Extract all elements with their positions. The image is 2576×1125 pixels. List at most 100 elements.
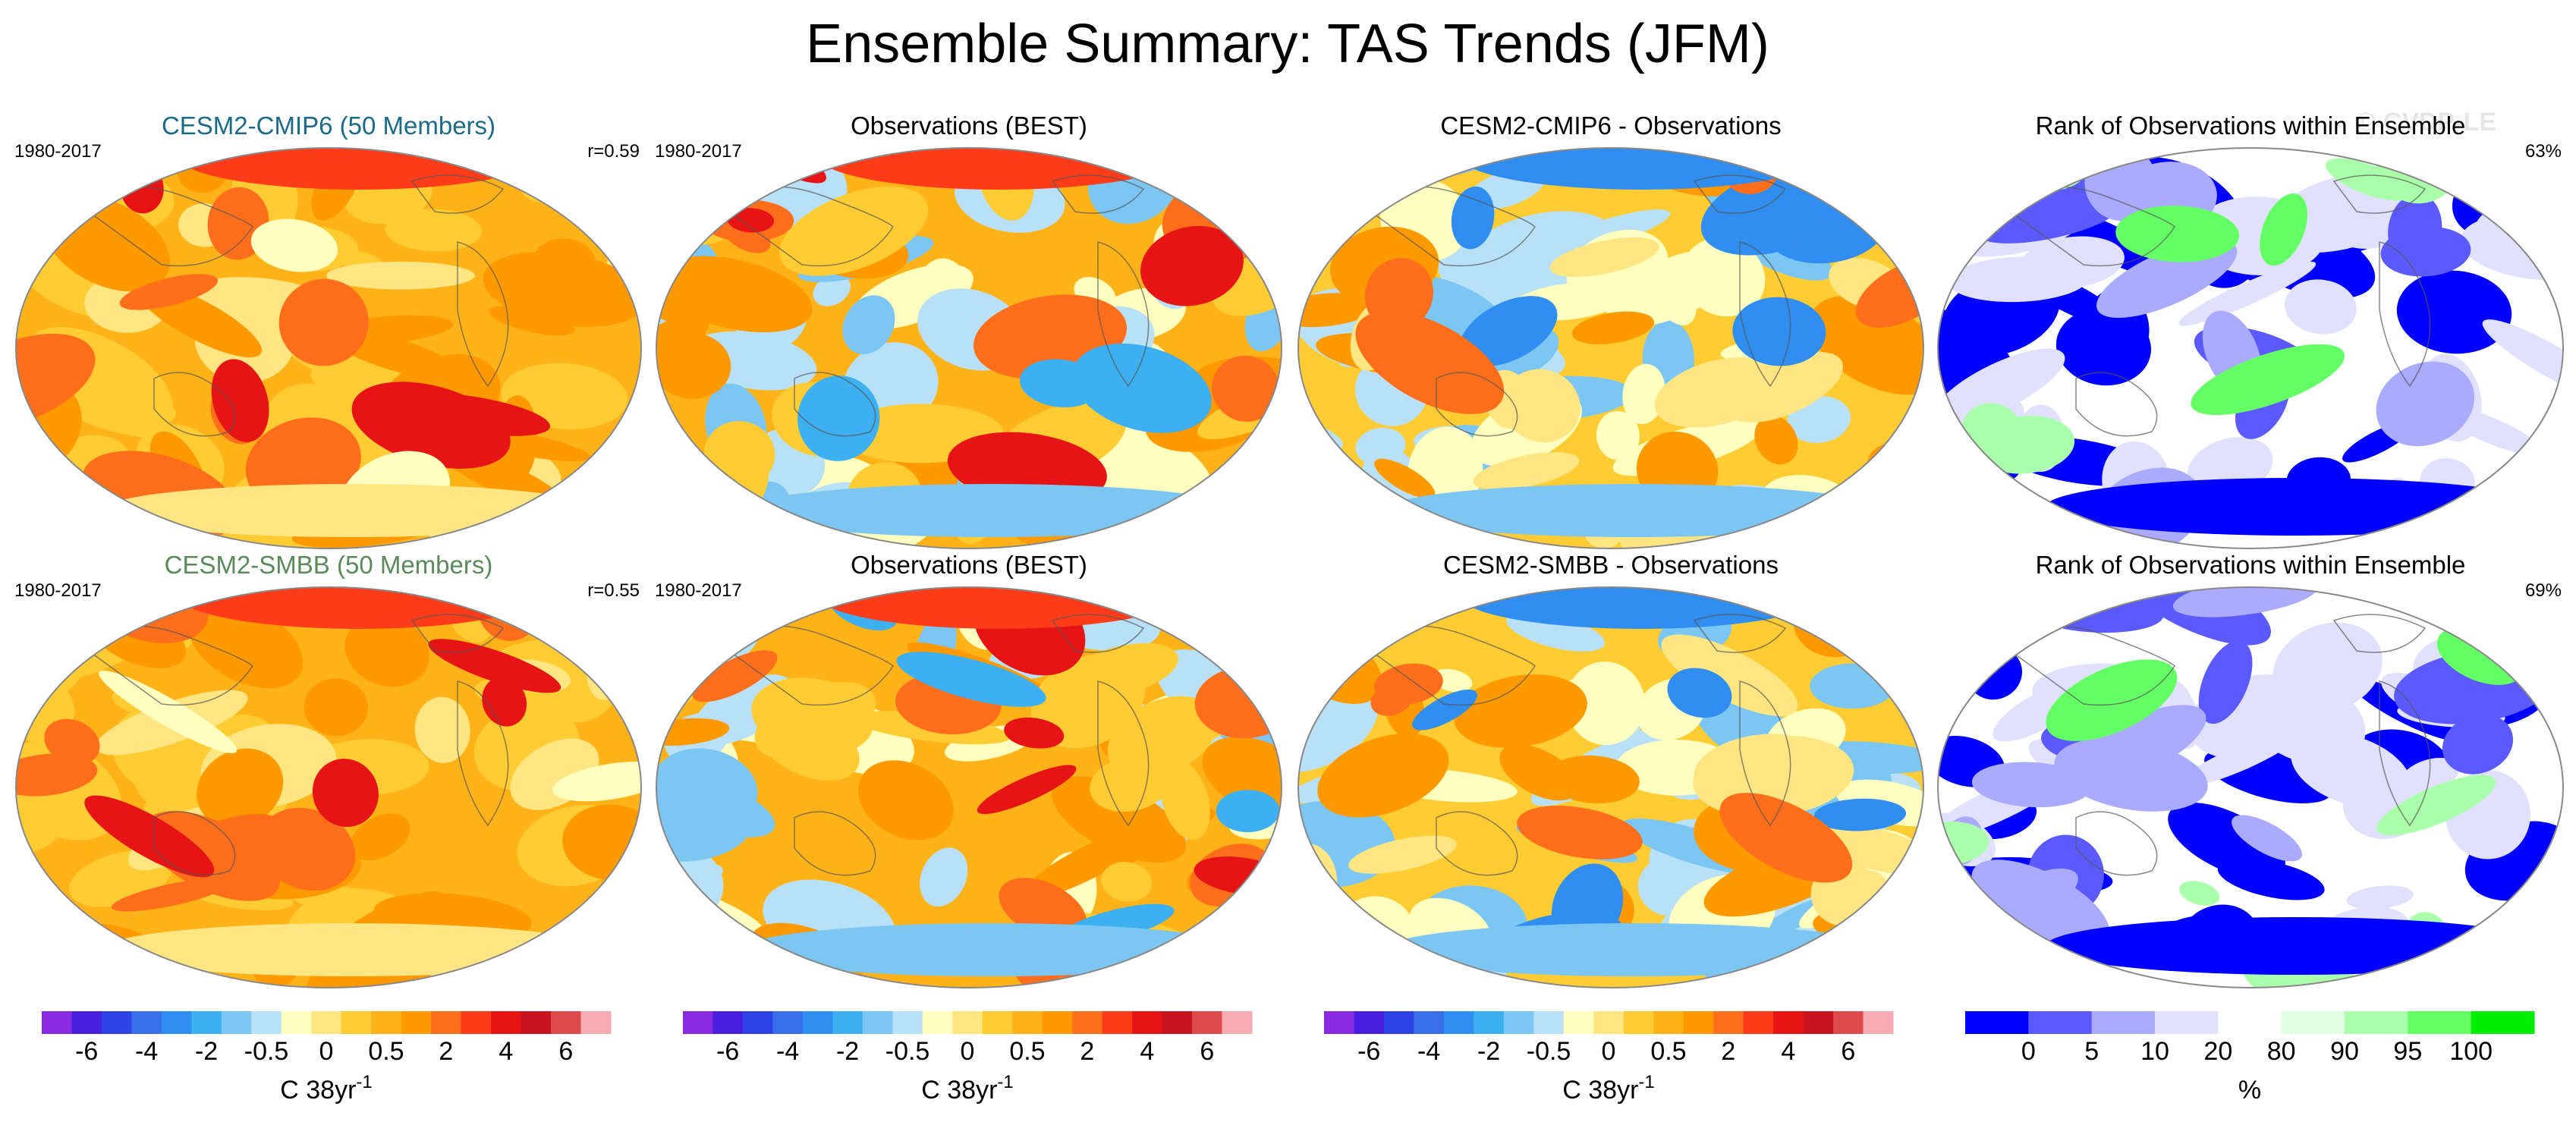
trend-colorbar-3-tick-label: -0.5 — [1527, 1037, 1571, 1066]
trend-colorbar-1-swatch — [251, 1011, 282, 1034]
trend-colorbar-3-swatch — [1324, 1011, 1354, 1034]
trend-colorbar-1-swatch — [221, 1011, 252, 1034]
trend-colorbar-1-tick-label: 2 — [439, 1037, 453, 1066]
model-1-trend-stat-label: r=0.59 — [587, 141, 640, 162]
model-1-trend-title: CESM2-CMIP6 (50 Members) — [162, 112, 495, 140]
obs-2-trend-panel: Observations (BEST) 1980-2017 — [655, 551, 1282, 988]
model-2-trend-period-label: 1980-2017 — [14, 580, 102, 601]
trend-colorbar-1-swatch — [580, 1011, 612, 1034]
rank-colorbar-swatch — [2028, 1011, 2093, 1034]
trend-colorbar-2-swatch — [772, 1011, 804, 1034]
rank-colorbar-swatch — [2281, 1011, 2345, 1034]
diff-2-panel: CESM2-SMBB - Observations — [1297, 551, 1924, 988]
trend-colorbar-2-swatch — [802, 1011, 833, 1034]
model-1-trend-panel: CESM2-CMIP6 (50 Members) 1980-2017 r=0.59 — [14, 112, 642, 549]
model-2-trend-map — [16, 587, 641, 988]
diff-1-panel: CESM2-CMIP6 - Observations — [1297, 112, 1924, 549]
trend-colorbar-3-swatch — [1533, 1011, 1565, 1034]
trend-colorbar-3-tick-label: -4 — [1417, 1037, 1440, 1066]
obs-1-trend-panel: Observations (BEST) 1980-2017 — [655, 112, 1282, 549]
trend-colorbar-2-swatch — [1012, 1011, 1043, 1034]
trend-colorbar-1-swatch — [371, 1011, 402, 1034]
rank-colorbar-tick-label: 10 — [2140, 1037, 2169, 1066]
trend-colorbar-1-tick-label: 6 — [558, 1037, 573, 1066]
trend-colorbar-1-swatch — [71, 1011, 102, 1034]
trend-colorbar-3-swatch — [1683, 1011, 1714, 1034]
trend-colorbar-2-swatch — [1192, 1011, 1223, 1034]
trend-colorbar-3-tick-label: -6 — [1357, 1037, 1380, 1066]
model-1-trend-period-label: 1980-2017 — [14, 141, 102, 162]
rank-colorbar: 0 5 10 20 80 90 95 100% — [1965, 1011, 2535, 1105]
trend-colorbar-1-tick-label: -4 — [135, 1037, 158, 1066]
trend-colorbar-2-swatch — [1132, 1011, 1163, 1034]
trend-colorbar-2-tick-label: -6 — [716, 1037, 739, 1066]
rank-colorbar-tick-label: 100 — [2449, 1037, 2493, 1066]
trend-colorbar-1-swatch — [161, 1011, 192, 1034]
trend-colorbar-2-tick-label: 2 — [1080, 1037, 1094, 1066]
trend-colorbar-2-tick-label: -2 — [836, 1037, 859, 1066]
trend-colorbar-3-swatch — [1803, 1011, 1834, 1034]
trend-colorbar-2: -6 -4 -2 -0.5 0 0.5 2 4 6 C 38yr-1 — [683, 1011, 1253, 1105]
trend-colorbar-2-swatch — [1072, 1011, 1103, 1034]
trend-colorbar-2-swatch — [1102, 1011, 1133, 1034]
obs-1-trend-period-label: 1980-2017 — [655, 141, 742, 162]
trend-colorbar-3: -6 -4 -2 -0.5 0 0.5 2 4 6 C 38yr-1 — [1324, 1011, 1894, 1105]
trend-colorbar-2-tick-label: 6 — [1200, 1037, 1214, 1066]
trend-colorbar-3-swatch — [1474, 1011, 1505, 1034]
trend-colorbar-1-swatch — [521, 1011, 552, 1034]
trend-colorbar-3-swatch — [1833, 1011, 1864, 1034]
trend-colorbar-1-swatch — [461, 1011, 492, 1034]
trend-colorbar-3-swatch — [1863, 1011, 1894, 1034]
figure-title: Ensemble Summary: TAS Trends (JFM) — [806, 14, 1769, 74]
obs-1-trend-title: Observations (BEST) — [851, 112, 1087, 140]
trend-colorbar-1: -6 -4 -2 -0.5 0 0.5 2 4 6 C 38yr-1 — [42, 1011, 612, 1105]
trend-colorbar-3-swatch — [1653, 1011, 1684, 1034]
map-panels: CESM2-CMIP6 (50 Members) 1980-2017 r=0.59 O… — [14, 112, 2564, 988]
trend-colorbar-1-swatch — [191, 1011, 222, 1034]
rank-colorbar-tick-label: 0 — [2021, 1037, 2036, 1066]
rank-colorbar-swatch — [2091, 1011, 2156, 1034]
trend-colorbar-2-swatch — [952, 1011, 983, 1034]
model-2-trend-title: CESM2-SMBB (50 Members) — [165, 551, 493, 579]
trend-colorbar-2-swatch — [683, 1011, 713, 1034]
trend-colorbar-1-tick-label: 4 — [499, 1037, 513, 1066]
rank-1-panel: Rank of Observations within Ensemble 63% — [1937, 112, 2564, 549]
trend-colorbar-1-swatch — [401, 1011, 432, 1034]
rank-2-title: Rank of Observations within Ensemble — [2036, 551, 2466, 579]
diff-2-title: CESM2-SMBB - Observations — [1443, 551, 1779, 579]
trend-colorbar-2-swatch — [742, 1011, 773, 1034]
trend-colorbar-3-tick-label: 6 — [1841, 1037, 1855, 1066]
rank-2-stat-label: 69% — [2525, 580, 2562, 601]
diff-1-map — [1298, 148, 1923, 548]
trend-colorbar-2-swatch — [892, 1011, 923, 1034]
trend-colorbar-3-swatch — [1743, 1011, 1774, 1034]
trend-colorbar-1-swatch — [42, 1011, 72, 1034]
rank-colorbar-tick-label: 20 — [2203, 1037, 2232, 1066]
trend-colorbar-1-tick-label: -6 — [75, 1037, 98, 1066]
trend-colorbar-1-swatch — [551, 1011, 582, 1034]
rank-colorbar-tick-label: 95 — [2393, 1037, 2422, 1066]
trend-colorbar-3-swatch — [1713, 1011, 1744, 1034]
trend-colorbar-2-swatch — [862, 1011, 893, 1034]
watermark: © CVDP-LE — [2357, 108, 2496, 137]
trend-colorbar-3-swatch — [1354, 1011, 1385, 1034]
trend-colorbar-2-swatch — [922, 1011, 953, 1034]
trend-colorbar-1-swatch — [491, 1011, 522, 1034]
rank-colorbar-swatch — [2408, 1011, 2472, 1034]
trend-colorbar-3-swatch — [1443, 1011, 1474, 1034]
trend-colorbar-1-swatch — [311, 1011, 342, 1034]
trend-colorbar-1-swatch — [281, 1011, 312, 1034]
trend-colorbar-3-swatch — [1383, 1011, 1414, 1034]
rank-1-map — [1938, 148, 2563, 548]
trend-colorbar-1-swatch — [431, 1011, 462, 1034]
trend-colorbar-3-tick-label: 0 — [1602, 1037, 1616, 1066]
trend-colorbar-3-tick-label: 4 — [1781, 1037, 1795, 1066]
trend-colorbar-1-tick-label: -0.5 — [244, 1037, 289, 1066]
trend-colorbar-1-tick-label: 0 — [319, 1037, 334, 1066]
rank-colorbar-swatch — [2155, 1011, 2219, 1034]
diff-1-title: CESM2-CMIP6 - Observations — [1440, 112, 1781, 140]
trend-colorbar-2-tick-label: 4 — [1140, 1037, 1154, 1066]
obs-2-trend-period-label: 1980-2017 — [655, 580, 742, 601]
trend-colorbar-2-tick-label: -0.5 — [885, 1037, 930, 1066]
